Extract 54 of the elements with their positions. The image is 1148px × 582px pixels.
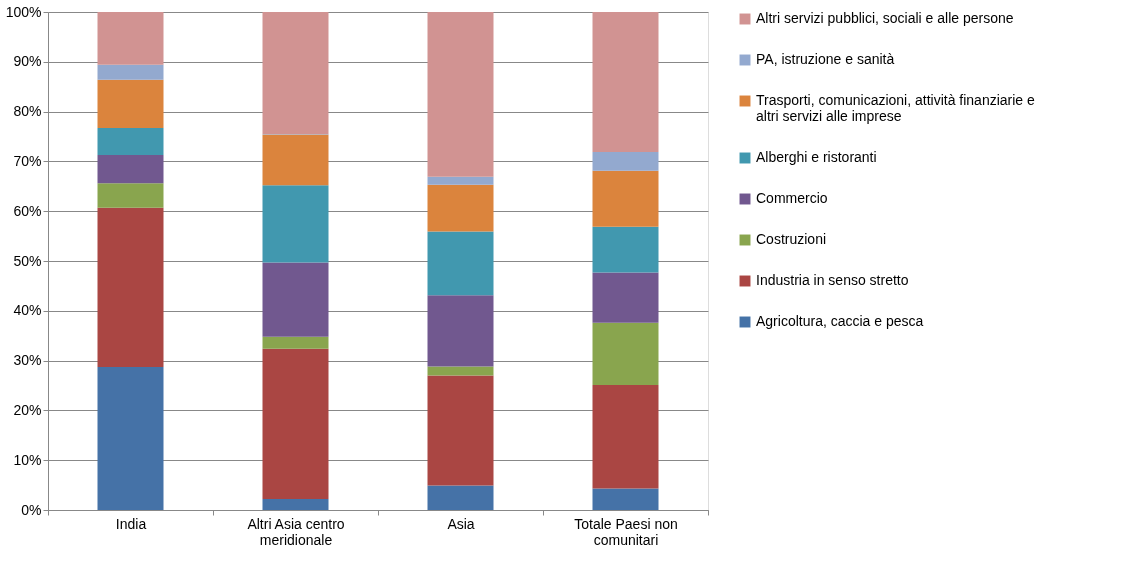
bar: [427, 184, 494, 232]
bar: [592, 12, 659, 152]
x-tick-label: Asia: [447, 515, 475, 532]
bar: [592, 226, 659, 273]
bar: [97, 128, 164, 155]
legend-label: Alberghi e ristoranti: [756, 149, 877, 165]
bar: [427, 485, 494, 510]
bar: [262, 12, 329, 135]
bar: [97, 183, 164, 208]
y-tick-label: 90%: [13, 53, 42, 70]
y-tick-label: 20%: [13, 401, 42, 418]
y-tick-label: 100%: [5, 3, 42, 20]
bar: [592, 272, 659, 323]
bar: [97, 64, 164, 80]
bar: [97, 12, 164, 65]
bar: [592, 151, 659, 171]
x-tick-label: Altri Asia centro meridionale: [247, 515, 345, 548]
bar: [427, 375, 494, 486]
legend-label: Industria in senso stretto: [756, 272, 909, 288]
bar: [262, 499, 329, 510]
bar: [592, 488, 659, 510]
bar: [427, 231, 494, 296]
bar: [97, 79, 164, 129]
bar: [97, 367, 164, 510]
bar: [97, 154, 164, 184]
legend-label: Agricoltura, caccia e pesca: [756, 313, 924, 329]
bar: [592, 385, 659, 489]
y-tick-label: 30%: [13, 352, 42, 369]
bar: [592, 322, 659, 385]
bar: [262, 262, 329, 337]
bar: [427, 366, 494, 376]
x-tick-label: India: [115, 515, 147, 532]
bar: [427, 176, 494, 185]
bar: [262, 348, 329, 500]
bar: [427, 12, 494, 177]
bar: [262, 336, 329, 349]
y-tick-label: 40%: [13, 302, 42, 319]
legend-label: Altri servizi pubblici, sociali e alle persone: [756, 10, 1014, 26]
bar: [262, 185, 329, 263]
bar: [592, 170, 659, 227]
legend-label: Costruzioni: [756, 231, 827, 247]
bar: [427, 295, 494, 367]
y-tick-label: 50%: [13, 252, 42, 269]
y-tick-label: 80%: [13, 103, 42, 120]
bar: [97, 207, 164, 368]
x-tick-label: Totale Paesi non comunitari: [574, 515, 678, 548]
y-tick-label: 70%: [13, 152, 42, 169]
legend-label: PA, istruzione e sanità: [756, 51, 895, 67]
legend-label: Trasporti, comunicazioni, attività finanziarie e altri servizi alle imprese: [756, 92, 1036, 124]
bar: [262, 134, 329, 186]
y-tick-label: 0%: [21, 501, 42, 518]
y-tick-label: 60%: [13, 202, 42, 219]
y-tick-label: 10%: [13, 451, 42, 468]
legend-label: Commercio: [756, 190, 828, 206]
